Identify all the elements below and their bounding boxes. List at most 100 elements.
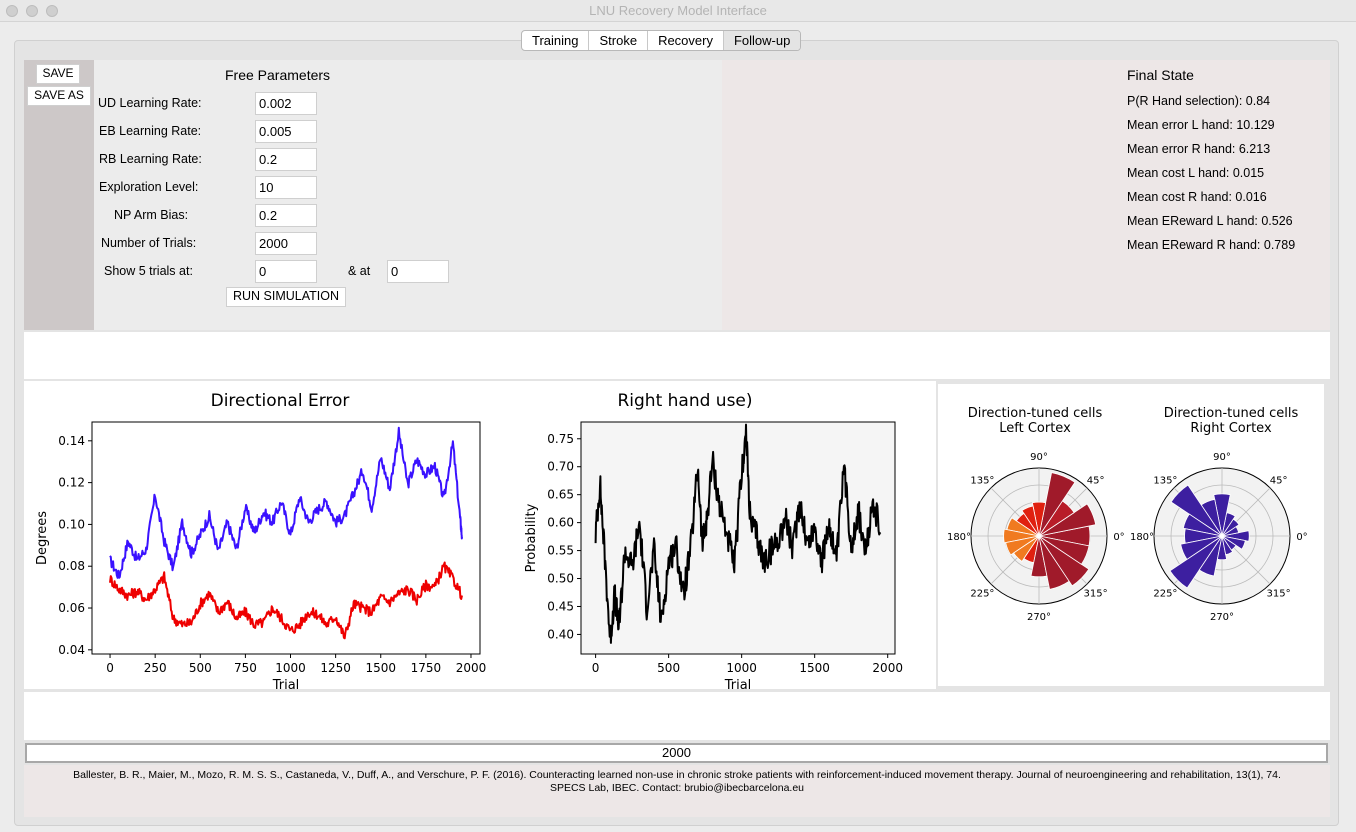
- polar-bar: [1031, 501, 1047, 537]
- x-tick-label: 0: [106, 661, 114, 675]
- line-plots-svg: Directional Error 0 250 500 750 1000 1250 1500…: [35, 391, 903, 693]
- polar-angle-label: 180°: [1130, 532, 1154, 543]
- polar-angle-label: 270°: [1210, 612, 1234, 623]
- ud-learning-rate-input[interactable]: 0.002: [255, 92, 317, 115]
- chart-right-hand-use-xlabel: Trial: [724, 678, 752, 689]
- polar-right-title-line2: Right Cortex: [1190, 421, 1272, 436]
- polar-left-title-line1: Direction-tuned cells: [968, 406, 1103, 421]
- and-at-label: & at: [348, 264, 371, 278]
- polar-bar: [1038, 535, 1090, 565]
- polar-angle-label: 135°: [970, 475, 994, 486]
- x-tick-label: 0: [592, 661, 600, 675]
- polar-angle-label: 45°: [1270, 475, 1288, 486]
- minimize-window-icon[interactable]: [26, 5, 38, 17]
- run-simulation-button[interactable]: RUN SIMULATION: [226, 287, 346, 307]
- tab-stroke[interactable]: Stroke: [589, 31, 649, 50]
- chart-directional-error-frame: [91, 421, 481, 655]
- x-tick-label: 500: [657, 661, 680, 675]
- polar-bar: [1038, 535, 1090, 587]
- stat-mean-ereward-left: Mean EReward L hand: 0.526: [1127, 214, 1293, 228]
- save-as-button[interactable]: SAVE AS: [27, 86, 91, 106]
- spacer-band-bottom: [24, 692, 1330, 740]
- rb-learning-rate-label: RB Learning Rate:: [99, 152, 202, 166]
- polar-bar: [1198, 535, 1223, 577]
- polar-bar: [1216, 535, 1228, 561]
- stat-mean-error-right: Mean error R hand: 6.213: [1127, 142, 1271, 156]
- polar-bar: [1170, 484, 1223, 537]
- polar-bar: [1038, 503, 1097, 537]
- x-tick-label: 250: [144, 661, 167, 675]
- np-arm-bias-input[interactable]: 0.2: [255, 204, 317, 227]
- x-tick-label: 1000: [726, 661, 757, 675]
- y-tick-label: 0.65: [547, 488, 574, 502]
- polar-right-title-line1: Direction-tuned cells: [1164, 406, 1299, 421]
- x-tick-label: 2000: [872, 661, 903, 675]
- free-parameters-heading: Free Parameters: [225, 67, 331, 83]
- y-tick-label: 0.04: [58, 643, 85, 657]
- chart-directional-error-ylabel: Degrees: [35, 511, 50, 565]
- show-trials-and-at-input[interactable]: 0: [387, 260, 449, 283]
- y-tick-label: 0.50: [547, 572, 574, 586]
- polar-bar: [1221, 530, 1250, 542]
- show-trials-at-input[interactable]: 0: [255, 260, 317, 283]
- polar-angle-label: 270°: [1027, 612, 1051, 623]
- polar-angle-label: 225°: [970, 589, 994, 600]
- close-window-icon[interactable]: [6, 5, 18, 17]
- x-tick-label: 2000: [456, 661, 487, 675]
- final-state-panel: [722, 60, 1330, 330]
- y-tick-label: 0.12: [58, 476, 85, 490]
- x-tick-label: 750: [234, 661, 257, 675]
- polar-bar: [1005, 535, 1040, 556]
- y-tick-label: 0.55: [547, 544, 574, 558]
- citation-footer: Ballester, B. R., Maier, M., Mozo, R. M.…: [24, 765, 1330, 817]
- polar-bar: [1213, 493, 1231, 537]
- polar-plots-panel: Direction-tuned cells Left Cortex Direct…: [938, 384, 1324, 686]
- x-tick-label: 1500: [799, 661, 830, 675]
- citation-text: Ballester, B. R., Maier, M., Mozo, R. M.…: [73, 769, 1281, 781]
- y-tick-label: 0.10: [58, 517, 85, 531]
- polar-angle-label: 0°: [1296, 532, 1307, 543]
- tab-training[interactable]: Training: [522, 31, 590, 50]
- tab-recovery[interactable]: Recovery: [648, 31, 724, 50]
- chart-right-hand-use-ylabel: Probability: [524, 503, 539, 572]
- polar-angle-label: 315°: [1084, 589, 1108, 600]
- y-tick-label: 0.45: [547, 599, 574, 613]
- series-line-1: [109, 561, 463, 640]
- window-title: LNU Recovery Model Interface: [589, 3, 767, 18]
- x-tick-label: 1500: [365, 661, 396, 675]
- number-of-trials-input[interactable]: 2000: [255, 232, 317, 255]
- polar-angle-label: 225°: [1153, 589, 1177, 600]
- save-button[interactable]: SAVE: [36, 64, 80, 84]
- zoom-window-icon[interactable]: [46, 5, 58, 17]
- polar-plots-svg: Direction-tuned cells Left Cortex Direct…: [947, 406, 1308, 623]
- polar-bar: [1013, 535, 1040, 562]
- exploration-level-input[interactable]: 10: [255, 176, 317, 199]
- stat-mean-ereward-right: Mean EReward R hand: 0.789: [1127, 238, 1296, 252]
- exploration-level-label: Exploration Level:: [99, 180, 199, 194]
- ud-learning-rate-label: UD Learning Rate:: [98, 96, 202, 110]
- tab-bar: Training Stroke Recovery Follow-up: [521, 30, 802, 51]
- polar-angle-label: 180°: [947, 532, 971, 543]
- tab-follow-up[interactable]: Follow-up: [723, 31, 801, 50]
- contact-text: SPECS Lab, IBEC. Contact: brubio@ibecbar…: [549, 782, 805, 794]
- eb-learning-rate-label: EB Learning Rate:: [99, 124, 202, 138]
- y-tick-label: 0.75: [547, 432, 574, 446]
- polar-angle-label: 45°: [1087, 475, 1105, 486]
- polar-angle-label: 0°: [1113, 532, 1124, 543]
- show-trials-label: Show 5 trials at:: [104, 264, 193, 278]
- rb-learning-rate-input[interactable]: 0.2: [255, 148, 317, 171]
- series-line-0: [109, 426, 463, 579]
- spacer-band-top: [24, 332, 1330, 379]
- series-line-0: [594, 423, 882, 644]
- chart-right-hand-use-title: Right hand use): [617, 391, 752, 411]
- line-plots-panel: Directional Error 0 250 500 750 1000 1250 1500…: [24, 381, 936, 693]
- y-tick-label: 0.40: [547, 627, 574, 641]
- polar-angle-label: 135°: [1153, 475, 1177, 486]
- y-tick-label: 0.60: [547, 516, 574, 530]
- y-tick-label: 0.70: [547, 460, 574, 474]
- eb-learning-rate-input[interactable]: 0.005: [255, 120, 317, 143]
- polar-bar: [1182, 513, 1223, 537]
- stat-mean-error-left: Mean error L hand: 10.129: [1127, 118, 1275, 132]
- free-parameters-panel: [94, 60, 722, 330]
- polar-angle-label: 90°: [1213, 452, 1231, 463]
